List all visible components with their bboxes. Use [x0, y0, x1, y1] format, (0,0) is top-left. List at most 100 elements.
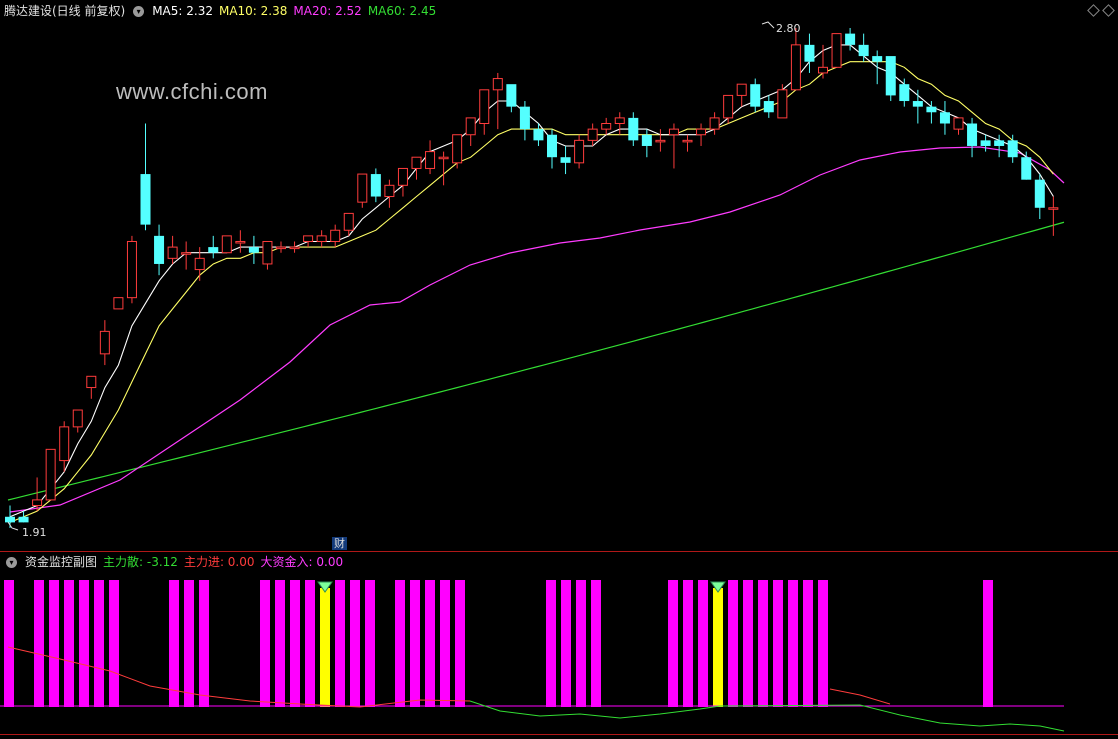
- candle: [682, 134, 693, 152]
- stock-title[interactable]: 腾达建设(日线 前复权): [4, 4, 126, 18]
- candle: [72, 409, 83, 433]
- fund-inflow-bar: [758, 580, 768, 707]
- fund-inflow-bar: [290, 580, 300, 707]
- fund-inflow-bar: [34, 580, 44, 707]
- fund-inflow-bar: [788, 580, 798, 707]
- fund-inflow-bar: [169, 580, 179, 707]
- fund-inflow-bar: [79, 580, 89, 707]
- candle: [384, 179, 395, 208]
- fund-inflow-bar: [109, 580, 119, 707]
- candle: [397, 167, 408, 197]
- candle: [154, 224, 165, 276]
- candle: [939, 101, 950, 135]
- candle: [506, 84, 517, 113]
- diamond-signal-icon: [710, 581, 726, 593]
- candle: [858, 33, 869, 62]
- candle: [547, 129, 557, 169]
- candle: [289, 241, 300, 253]
- fund-inflow-bar: [440, 580, 450, 707]
- fund-monitor-panel[interactable]: ▾ 资金监控副图 主力散: -3.12 主力进: 0.00 大资金入: 0.00: [0, 551, 1118, 739]
- fund-inflow-bar: [743, 580, 753, 707]
- candle: [790, 28, 801, 91]
- candle: [276, 241, 286, 253]
- ma5-line: [9, 44, 1054, 518]
- fund-inflow-bar: [803, 580, 813, 707]
- candle: [330, 224, 341, 248]
- candle: [980, 134, 991, 152]
- candle: [628, 112, 639, 146]
- chevron-down-icon[interactable]: ▾: [133, 5, 145, 17]
- fund-inflow-bar: [94, 580, 104, 707]
- finance-marker[interactable]: 财: [332, 537, 347, 550]
- candle: [425, 140, 436, 175]
- candle: [967, 117, 978, 158]
- candle: [953, 117, 964, 135]
- candle: [357, 173, 368, 208]
- candle: [818, 44, 828, 79]
- fund-inflow-bar: [425, 580, 435, 707]
- fund-flow-chart[interactable]: [0, 551, 1118, 739]
- candle: [18, 511, 29, 523]
- main-indicator-header: 腾达建设(日线 前复权) ▾ MA5: 2.32 MA10: 2.38 MA20…: [4, 0, 436, 22]
- candle: [777, 84, 788, 119]
- fund-inflow-bar: [4, 580, 14, 707]
- fund-inflow-bar: [184, 580, 194, 707]
- candle: [167, 235, 178, 264]
- fund-inflow-bar: [395, 580, 405, 707]
- fund-inflow-bar: [728, 580, 738, 707]
- candle: [763, 95, 774, 118]
- candle: [655, 129, 666, 152]
- candle: [262, 240, 273, 270]
- fund-inflow-bar: [773, 580, 783, 707]
- candle: [804, 33, 815, 73]
- fund-inflow-bar: [350, 580, 360, 707]
- candle: [1034, 174, 1045, 220]
- retail-line: [469, 700, 1065, 732]
- candle: [303, 235, 314, 248]
- ma5-value: MA5: 2.32: [152, 4, 213, 18]
- fund-inflow-bar: [305, 580, 315, 707]
- candle: [181, 241, 192, 270]
- candle: [370, 168, 381, 203]
- fund-inflow-bar: [983, 580, 993, 707]
- candle: [668, 123, 679, 169]
- fund-inflow-bar: [576, 580, 586, 707]
- candle: [587, 123, 598, 146]
- fund-inflow-bar: [365, 580, 375, 707]
- big-fund-bar: [320, 588, 330, 707]
- candle: [641, 129, 652, 158]
- candle: [221, 235, 232, 254]
- candlestick-panel[interactable]: 腾达建设(日线 前复权) ▾ MA5: 2.32 MA10: 2.38 MA20…: [0, 0, 1118, 551]
- sub-title[interactable]: 资金监控副图: [25, 555, 98, 569]
- candle: [438, 151, 449, 186]
- fund-inflow-bar: [275, 580, 285, 707]
- ma20-value: MA20: 2.52: [293, 4, 362, 18]
- candle: [872, 50, 883, 85]
- watermark-text: www.cfchi.com: [116, 79, 268, 104]
- candle: [32, 477, 43, 512]
- candle: [452, 134, 463, 169]
- fund-inflow-bar: [335, 580, 345, 707]
- candle: [235, 230, 246, 253]
- candle: [1007, 134, 1018, 163]
- candle: [411, 156, 422, 180]
- chevron-down-icon[interactable]: ▾: [6, 556, 17, 568]
- fund-inflow-bar: [260, 580, 270, 707]
- candle: [1048, 196, 1059, 236]
- fund-inflow-bar: [455, 580, 465, 707]
- candle: [601, 117, 612, 135]
- ma10-value: MA10: 2.38: [218, 4, 288, 18]
- panel-divider[interactable]: [0, 551, 1118, 552]
- candle: [696, 123, 707, 146]
- candle: [140, 123, 151, 231]
- candle: [709, 112, 720, 135]
- price-chart[interactable]: 2.80 1.91: [0, 0, 1118, 551]
- fund-inflow-bar: [49, 580, 59, 707]
- candle: [343, 212, 354, 236]
- bottom-divider: [0, 734, 1118, 735]
- fund-inflow-bar: [683, 580, 693, 707]
- price-low-label: 1.91: [22, 526, 47, 539]
- ma20-line: [9, 146, 1065, 513]
- fund-inflow-bar: [818, 580, 828, 707]
- ma60-value: MA60: 2.45: [367, 4, 437, 18]
